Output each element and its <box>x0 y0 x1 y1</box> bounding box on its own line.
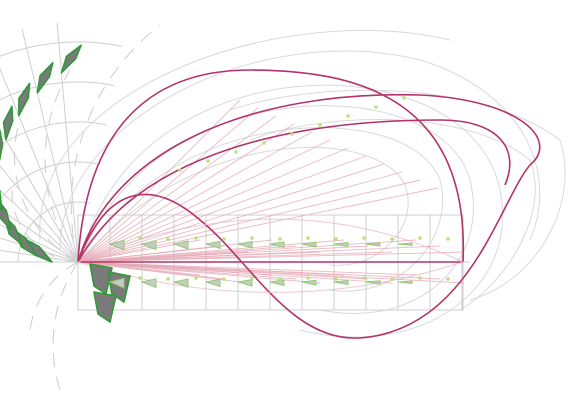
tip-dot <box>346 114 350 118</box>
fan-guide-line <box>0 164 79 263</box>
tip-dot <box>206 159 210 163</box>
tip-dot <box>306 276 310 280</box>
fan-guide-arc <box>0 41 123 57</box>
ray-line <box>77 179 421 263</box>
ray-bundle <box>77 99 465 284</box>
tip-dot <box>278 237 282 241</box>
louver-panel <box>36 61 54 94</box>
row-panel-lower <box>397 280 413 285</box>
row-panel-lower <box>140 278 157 289</box>
tip-dot <box>250 236 254 240</box>
ray-line <box>77 171 403 263</box>
row-panel-lower <box>333 279 349 286</box>
tip-dot <box>418 236 422 240</box>
fan-guide-line <box>21 28 79 263</box>
louver-panel <box>0 189 3 212</box>
tip-dot <box>390 237 394 241</box>
curve-loop <box>77 93 541 339</box>
row-panel-upper <box>333 241 349 248</box>
row-panel-lower <box>205 278 221 288</box>
tip-dot <box>318 123 322 127</box>
tip-dot <box>166 237 170 241</box>
tip-dot <box>138 236 142 240</box>
fan-guide-line <box>0 189 79 263</box>
tip-dot <box>334 277 338 281</box>
fan-guide-arc <box>0 81 115 101</box>
ray-line <box>77 123 295 263</box>
tip-dot <box>446 277 450 281</box>
ray-line <box>77 261 465 284</box>
row-panel-lower <box>269 279 285 287</box>
ray-line <box>77 245 369 263</box>
ray-line <box>77 245 441 263</box>
row-panel-upper <box>269 241 285 249</box>
row-panel-lower <box>108 277 125 289</box>
fan-guide-line <box>0 208 79 263</box>
tip-dot <box>262 141 266 145</box>
louver-panel-lower <box>93 291 117 323</box>
tip-dot <box>374 105 378 109</box>
tip-dot <box>290 132 294 136</box>
louver-panel <box>60 44 82 74</box>
row-panel-upper <box>172 240 189 250</box>
ray-line <box>77 261 393 284</box>
main-curves <box>77 69 541 339</box>
tip-dot <box>178 168 182 172</box>
fan-guide-arc <box>0 121 107 147</box>
row-panel-lower <box>301 279 317 286</box>
row-panel-upper <box>237 241 253 249</box>
row-panel-upper <box>365 242 381 247</box>
row-panel-upper <box>205 240 221 250</box>
row-panel-upper <box>108 239 125 251</box>
tip-dot <box>278 277 282 281</box>
louver-panel <box>0 201 13 231</box>
ray-line <box>77 131 313 263</box>
tip-dot <box>194 236 198 240</box>
tip-dot <box>418 276 422 280</box>
fan-panels <box>0 44 413 323</box>
ray-line <box>77 239 417 263</box>
tip-dot <box>250 276 254 280</box>
tip-dot <box>390 277 394 281</box>
tip-dot <box>334 237 338 241</box>
ray-line <box>77 115 277 263</box>
row-panel-upper <box>301 241 317 248</box>
ray-line <box>77 107 259 263</box>
tip-dot <box>194 276 198 280</box>
fan-guide-line <box>0 224 79 263</box>
tip-dot <box>222 277 226 281</box>
curve-inner <box>77 119 511 263</box>
tip-dot <box>362 236 366 240</box>
fan-guide-line <box>56 22 79 263</box>
ray-line <box>77 187 439 263</box>
louver-panel <box>2 105 14 141</box>
tip-dot <box>402 96 406 100</box>
tip-dot <box>166 277 170 281</box>
ray-line <box>77 163 385 263</box>
panel-tips <box>138 96 450 281</box>
louver-panel <box>18 82 31 117</box>
fan-guide-line <box>0 67 79 263</box>
contour-loops <box>39 29 566 338</box>
row-panel-lower <box>172 278 189 288</box>
tip-dot <box>138 276 142 280</box>
tip-dot <box>362 276 366 280</box>
row-panel-lower <box>237 279 253 287</box>
row-panel-upper <box>397 242 413 247</box>
row-panel-upper <box>140 240 157 251</box>
tip-dot <box>446 237 450 241</box>
fan-guide-arc <box>0 161 99 201</box>
tip-dot <box>234 150 238 154</box>
row-panel-lower <box>365 280 381 285</box>
tip-dot <box>306 236 310 240</box>
fan-guide-arc <box>17 201 91 263</box>
tip-dot <box>222 237 226 241</box>
fan-guide-line <box>0 128 79 263</box>
ray-line <box>77 251 465 263</box>
curve-outer <box>77 69 464 263</box>
ray-line <box>77 239 345 263</box>
louver-panel <box>0 129 4 162</box>
